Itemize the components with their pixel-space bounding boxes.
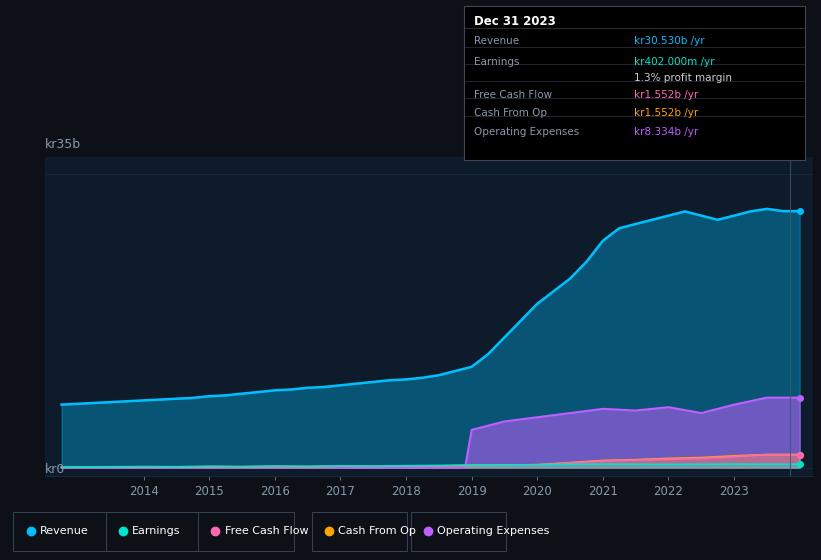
Text: Earnings: Earnings [132,526,181,535]
Text: Free Cash Flow: Free Cash Flow [224,526,308,535]
Text: Earnings: Earnings [474,57,520,67]
Text: Cash From Op: Cash From Op [338,526,416,535]
Text: Free Cash Flow: Free Cash Flow [474,90,553,100]
FancyBboxPatch shape [198,512,294,551]
Text: Revenue: Revenue [474,36,519,46]
FancyBboxPatch shape [13,512,108,551]
Text: kr35b: kr35b [45,138,81,151]
FancyBboxPatch shape [312,512,407,551]
FancyBboxPatch shape [106,512,201,551]
Text: Operating Expenses: Operating Expenses [437,526,549,535]
Text: kr8.334b /yr: kr8.334b /yr [635,127,699,137]
Text: kr30.530b /yr: kr30.530b /yr [635,36,705,46]
Text: 1.3% profit margin: 1.3% profit margin [635,73,732,83]
Text: kr1.552b /yr: kr1.552b /yr [635,108,699,118]
Text: Dec 31 2023: Dec 31 2023 [474,15,556,28]
Text: Revenue: Revenue [39,526,89,535]
FancyBboxPatch shape [410,512,506,551]
Text: Operating Expenses: Operating Expenses [474,127,580,137]
Text: kr0: kr0 [45,463,66,476]
Text: Cash From Op: Cash From Op [474,108,547,118]
Text: kr1.552b /yr: kr1.552b /yr [635,90,699,100]
Text: kr402.000m /yr: kr402.000m /yr [635,57,715,67]
